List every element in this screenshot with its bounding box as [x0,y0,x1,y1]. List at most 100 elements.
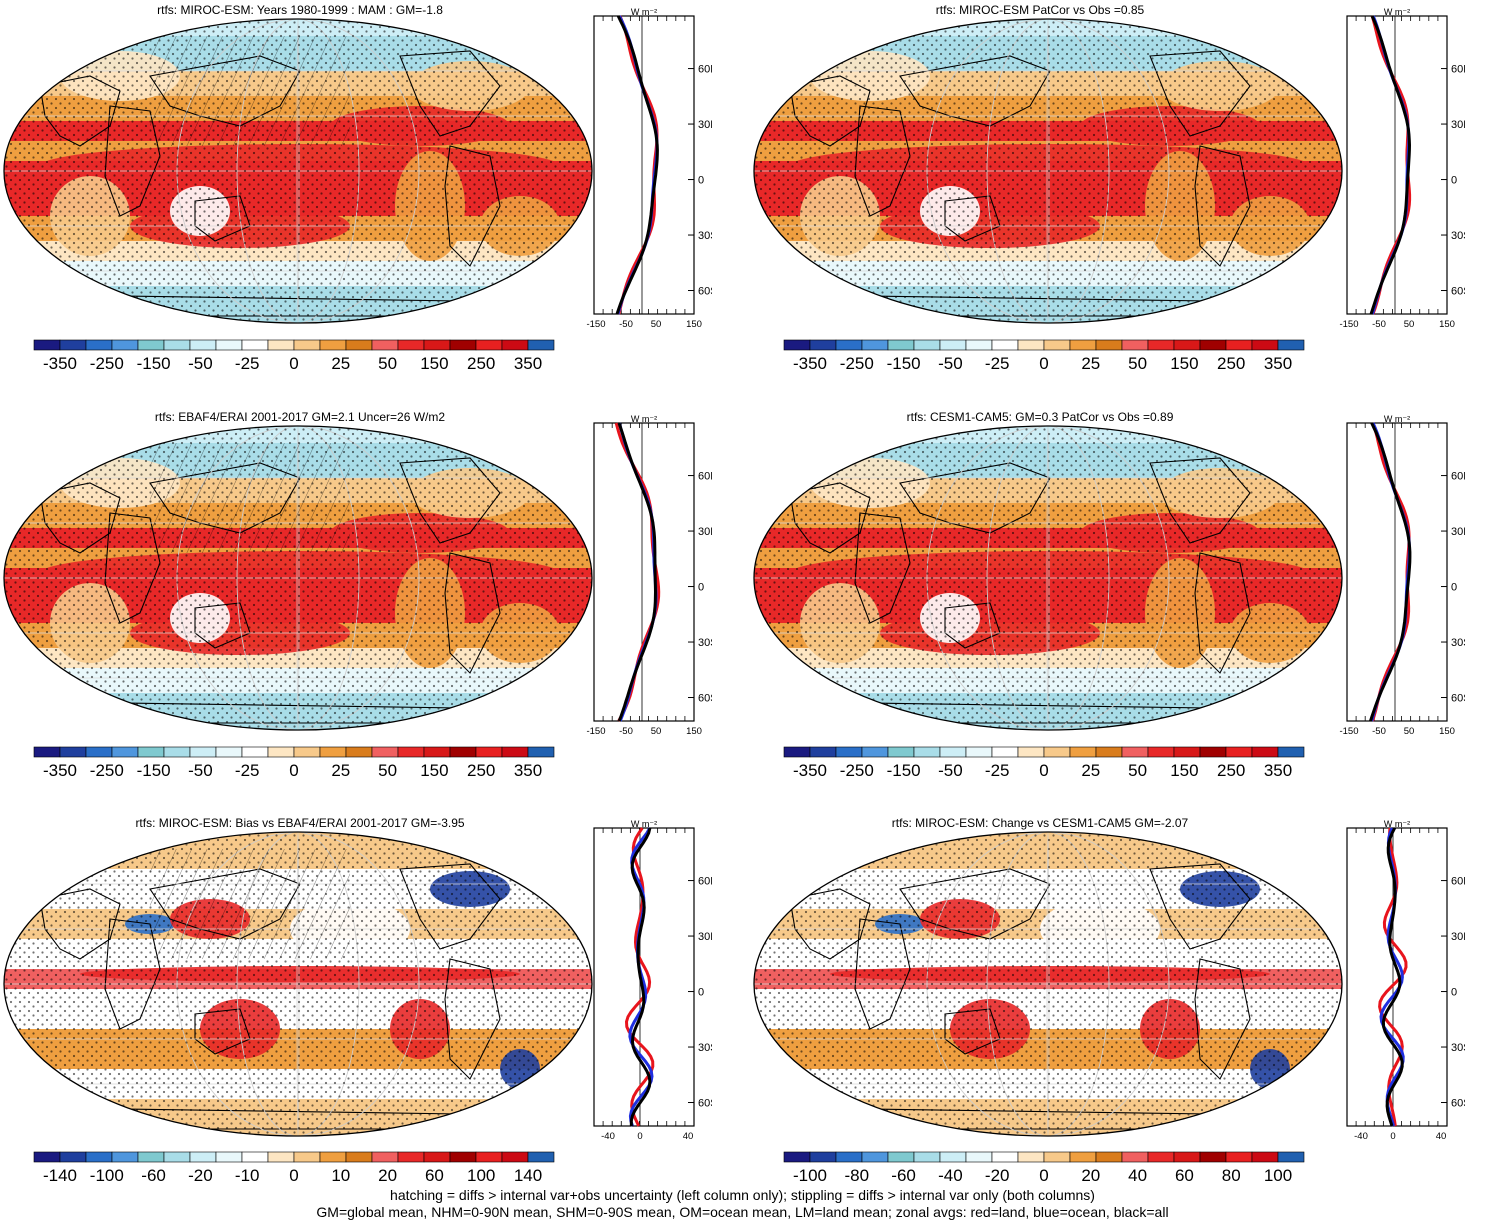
zonal-x-label: -50 [619,319,633,330]
colorbar-swatch [783,746,811,758]
zonal-average-plot: W m⁻² 60N 30N 0 30S 60S -150 -50 50 150 [586,7,712,330]
colorbar-label: -150 [137,354,171,373]
colorbar-label: 50 [1128,761,1147,780]
colorbar-label: -350 [793,354,827,373]
colorbar-swatch [1277,1151,1305,1163]
colorbar-label: 0 [1039,1166,1048,1185]
colorbar-swatch [85,339,113,351]
colorbar-swatch [293,339,321,351]
zonal-lat-label: 60N [1451,876,1465,888]
zonal-unit-label: W m⁻² [1384,7,1410,17]
zonal-lat-label: 60S [1451,286,1465,298]
colorbar-label: -150 [887,761,921,780]
colorbar-label: 20 [378,1166,397,1185]
colorbar-swatch [475,1151,503,1163]
zonal-all-line [615,15,659,315]
colorbar-swatch [1251,339,1279,351]
colorbar-swatch [241,1151,269,1163]
colorbar-label: 100 [1264,1166,1292,1185]
panel-title: rtfs: MIROC-ESM PatCor vs Obs =0.85 [935,3,1145,17]
colorbar-swatch [33,746,61,758]
colorbar-label: -60 [141,1166,166,1185]
world-map [3,831,593,1137]
colorbar-swatch [1069,746,1097,758]
colorbar-swatch [267,746,295,758]
colorbar-swatch [887,1151,915,1163]
colorbar-swatch [913,1151,941,1163]
colorbar-swatch [293,1151,321,1163]
zonal-unit-label: W m⁻² [1384,414,1410,424]
colorbar-swatch [1095,746,1123,758]
colorbar-label: 150 [1170,354,1198,373]
colorbar-label: -100 [793,1166,827,1185]
colorbar: -350 -250 -150 -50 -25 0 25 50 150 250 350 [33,339,555,373]
zonal-lat-label: 60S [1451,693,1465,705]
colorbar-swatch [293,746,321,758]
colorbar-label: 250 [467,761,495,780]
colorbar-label: -350 [793,761,827,780]
colorbar-swatch [423,746,451,758]
colorbar-swatch [397,1151,425,1163]
colorbar-label: 350 [1264,354,1292,373]
zonal-x-label: 150 [686,726,702,737]
zonal-lat-label: 30N [698,119,712,131]
colorbar-label: 25 [331,761,350,780]
colorbar-label: 140 [514,1166,542,1185]
colorbar-swatch [1225,746,1253,758]
colorbar-swatch [137,339,165,351]
colorbar-swatch [397,746,425,758]
world-map [753,18,1343,324]
colorbar-swatch [85,1151,113,1163]
colorbar-swatch [163,746,191,758]
colorbar-swatch [345,339,373,351]
colorbar-swatch [111,1151,139,1163]
colorbar-label: 0 [289,1166,298,1185]
colorbar-label: 150 [420,761,448,780]
colorbar-label: 250 [1217,761,1245,780]
colorbar-label: 80 [1222,1166,1241,1185]
colorbar-swatch [1121,746,1149,758]
zonal-all-line [1369,422,1412,722]
colorbar-swatch [59,746,87,758]
footer-notes: hatching = diffs > internal var+obs unce… [0,1187,1485,1221]
colorbar-swatch [1251,746,1279,758]
colorbar-swatch [215,339,243,351]
panel-title: rtfs: CESM1-CAM5: GM=0.3 PatCor vs Obs =… [906,410,1174,424]
colorbar-swatch [397,339,425,351]
colorbar-label: 10 [331,1166,350,1185]
colorbar-label: -250 [90,761,124,780]
colorbar-swatch [371,339,399,351]
colorbar-swatch [809,339,837,351]
colorbar-swatch [215,1151,243,1163]
panel-title: rtfs: MIROC-ESM: Change vs CESM1-CAM5 GM… [891,816,1189,830]
colorbar-swatch [887,746,915,758]
zonal-lat-label: 30S [1451,230,1465,242]
colorbar-label: -40 [938,1166,963,1185]
colorbar-swatch [163,1151,191,1163]
colorbar-swatch [59,1151,87,1163]
colorbar-swatch [1017,1151,1045,1163]
zonal-x-label: -50 [1372,319,1386,330]
colorbar-label: -100 [90,1166,124,1185]
colorbar-label: -25 [235,761,260,780]
panel-title: rtfs: MIROC-ESM: Bias vs EBAF4/ERAI 2001… [135,816,465,830]
colorbar-label: 40 [1128,1166,1147,1185]
zonal-lat-label: 0 [698,987,704,999]
zonal-lat-label: 60N [698,876,712,888]
colorbar-swatch [345,1151,373,1163]
zonal-lat-label: 0 [1451,175,1457,187]
colorbar-swatch [137,746,165,758]
colorbar-swatch [835,1151,863,1163]
colorbar-swatch [1225,1151,1253,1163]
zonal-x-label: -40 [1354,1131,1368,1142]
zonal-x-label: -150 [586,726,605,737]
colorbar-swatch [371,746,399,758]
world-map [3,425,593,731]
colorbar-label: 350 [1264,761,1292,780]
colorbar-label: 350 [514,354,542,373]
colorbar-swatch [267,339,295,351]
zonal-lat-label: 0 [1451,582,1457,594]
zonal-lat-label: 30S [698,230,712,242]
zonal-unit-label: W m⁻² [631,7,657,17]
colorbar-swatch [501,339,529,351]
